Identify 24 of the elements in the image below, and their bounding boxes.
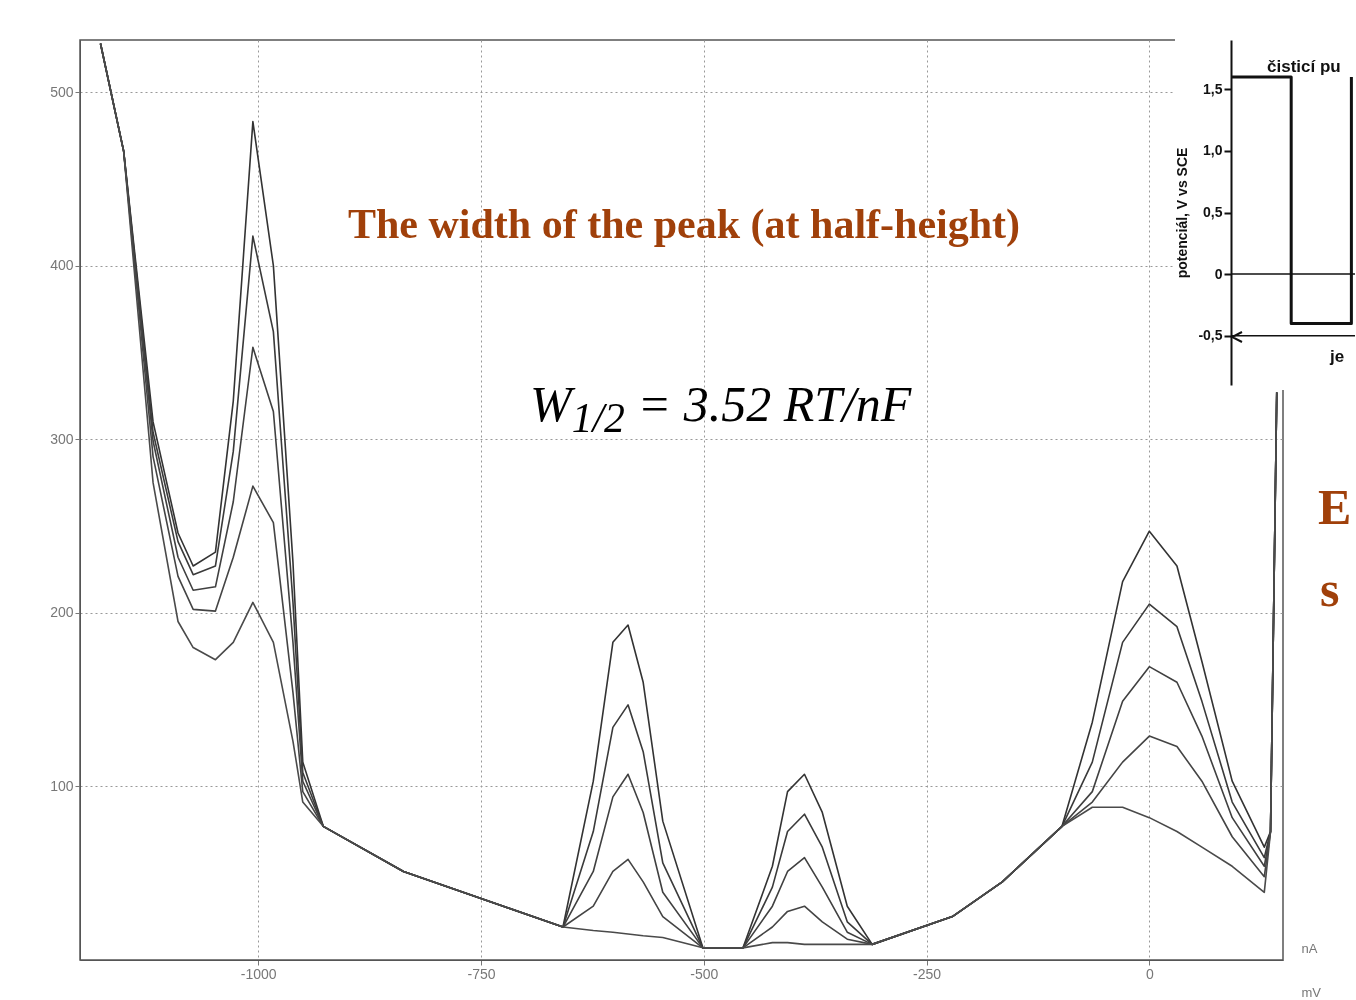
x-tick-label: -500 (690, 965, 719, 982)
x-tick-label: -750 (467, 965, 496, 982)
y-tick-label: 500 (50, 83, 74, 100)
annotation: W$_{1/2}$ = 3.52 RT/nF (530, 375, 912, 442)
y-tick-label: 1,0 (1203, 142, 1223, 159)
y-tick-label: 200 (50, 604, 74, 621)
y-axis-title: nA (1301, 940, 1318, 956)
annotation: The width of the peak (at half-height) (348, 200, 1021, 248)
y-tick-label: 0 (1214, 265, 1223, 282)
y-tick-label: 400 (50, 257, 74, 274)
y-axis-title: potenciál, V vs SCE (1173, 147, 1190, 279)
text: E (1318, 478, 1352, 536)
y-tick-label: 300 (50, 430, 74, 447)
annotation: je (1330, 347, 1345, 367)
x-axis-title: mV (1301, 984, 1322, 1000)
x-tick-label: 0 (1145, 965, 1154, 982)
y-tick-label: 100 (50, 777, 74, 794)
y-tick-label: 1,5 (1203, 80, 1223, 97)
y-tick-label: -0,5 (1198, 327, 1223, 344)
y-tick-label: 0,5 (1203, 204, 1223, 220)
text: čisticí pu (1267, 57, 1341, 76)
text: s (1320, 560, 1340, 618)
x-tick-label: -1000 (240, 965, 277, 982)
x-tick-label: -250 (913, 965, 942, 982)
